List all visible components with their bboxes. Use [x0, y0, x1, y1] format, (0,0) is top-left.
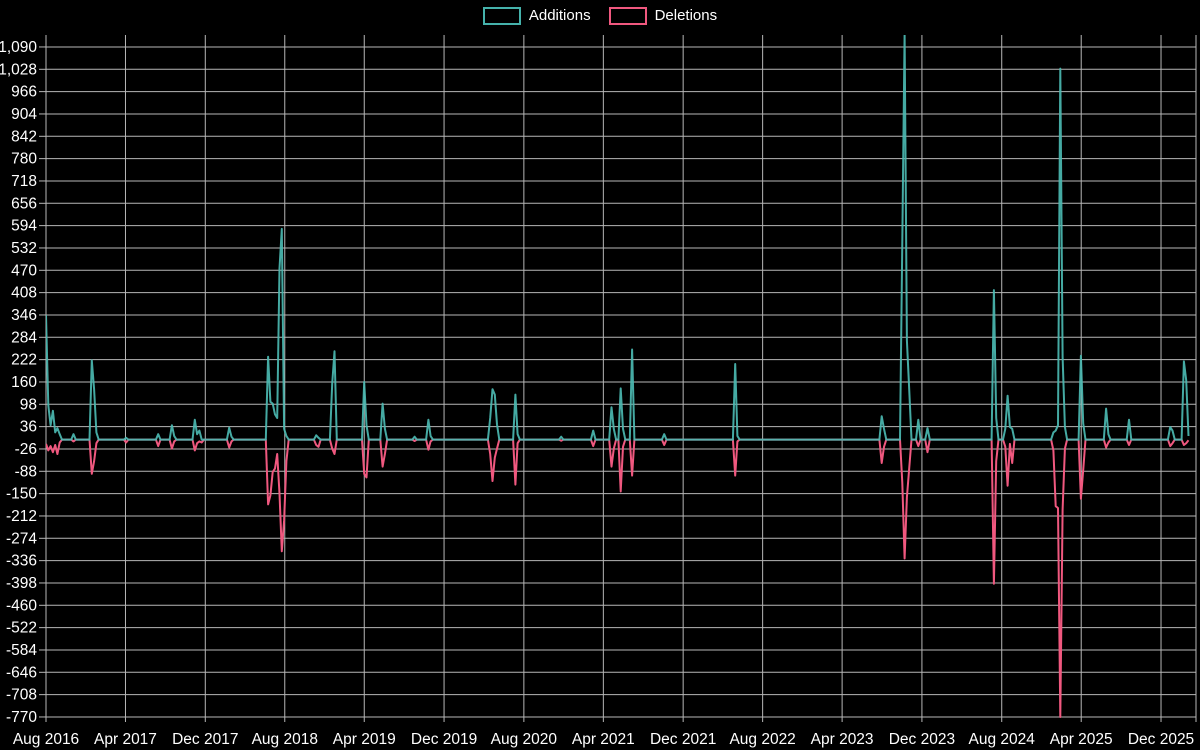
y-axis-tick-label: 1,090: [0, 39, 37, 56]
x-axis-tick-label: Apr 2019: [333, 731, 396, 748]
y-axis-tick-label: 1,028: [0, 61, 37, 78]
x-axis-tick-label: Aug 2024: [969, 731, 1036, 748]
x-axis-tick-label: Aug 2020: [491, 731, 558, 748]
y-axis-tick-label: -88: [15, 463, 37, 480]
legend-label-additions: Additions: [528, 7, 591, 24]
y-axis-tick-label: 408: [11, 285, 37, 302]
y-axis-tick-label: -212: [6, 508, 37, 525]
y-axis-tick-label: -770: [6, 709, 37, 726]
y-axis-tick-label: 532: [11, 240, 37, 257]
x-axis-tick-label: Dec 2017: [172, 731, 238, 748]
y-axis-tick-label: -460: [6, 597, 37, 614]
y-axis-tick-label: 656: [11, 195, 37, 212]
y-axis-tick-label: 842: [11, 128, 37, 145]
y-axis-tick-label: 222: [11, 352, 37, 369]
legend-item-additions[interactable]: Additions: [482, 6, 591, 26]
y-axis-tick-label: -646: [6, 664, 37, 681]
y-axis-tick-label: 904: [11, 106, 37, 123]
y-axis-tick-label: -522: [6, 620, 37, 637]
y-axis-tick-label: 718: [11, 173, 37, 190]
legend-label-deletions: Deletions: [654, 7, 718, 24]
y-axis-tick-label: -26: [15, 441, 37, 458]
x-axis-tick-label: Dec 2025: [1128, 731, 1194, 748]
x-axis-tick-label: Dec 2023: [889, 731, 955, 748]
y-axis-tick-label: -150: [6, 486, 37, 503]
x-axis-tick-label: Apr 2025: [1050, 731, 1113, 748]
additions-swatch-icon: [482, 7, 521, 25]
y-axis-tick-label: -708: [6, 687, 37, 704]
x-axis-tick-label: Dec 2019: [411, 731, 477, 748]
y-axis-tick-label: 346: [11, 307, 37, 324]
x-axis-tick-label: Dec 2021: [650, 731, 716, 748]
y-axis-tick-label: 36: [20, 419, 37, 436]
y-axis-tick-label: -398: [6, 575, 37, 592]
legend-item-deletions[interactable]: Deletions: [608, 6, 718, 26]
plot-area: [46, 35, 1190, 718]
y-axis-tick-label: -274: [6, 530, 37, 547]
gridlines: [39, 35, 1197, 722]
y-axis-tick-label: 98: [20, 396, 37, 413]
axis-labels: 1,090 1,028 966 904 842 780 718 656 594 532 470 408…: [0, 39, 1194, 748]
x-axis-tick-label: Aug 2016: [13, 731, 79, 748]
x-axis-tick-label: Aug 2022: [729, 731, 795, 748]
x-axis-tick-label: Apr 2023: [811, 731, 874, 748]
y-axis-tick-label: 470: [11, 262, 37, 279]
additions-line: [46, 35, 1190, 441]
x-axis-tick-label: Apr 2017: [94, 731, 157, 748]
deletions-swatch-icon: [608, 7, 647, 25]
y-axis-tick-label: 160: [11, 374, 37, 391]
y-axis-tick-label: -584: [6, 642, 37, 659]
x-axis-tick-label: Apr 2021: [572, 731, 635, 748]
y-axis-tick-label: 594: [11, 218, 37, 235]
y-axis-tick-label: -336: [6, 553, 37, 570]
y-axis-tick-label: 780: [11, 151, 37, 168]
deletions-line: [46, 438, 1190, 718]
y-axis-tick-label: 284: [11, 329, 37, 346]
y-axis-tick-label: 966: [11, 84, 37, 101]
x-axis-tick-label: Aug 2018: [252, 731, 318, 748]
chart-legend: Additions Deletions: [0, 6, 1200, 26]
